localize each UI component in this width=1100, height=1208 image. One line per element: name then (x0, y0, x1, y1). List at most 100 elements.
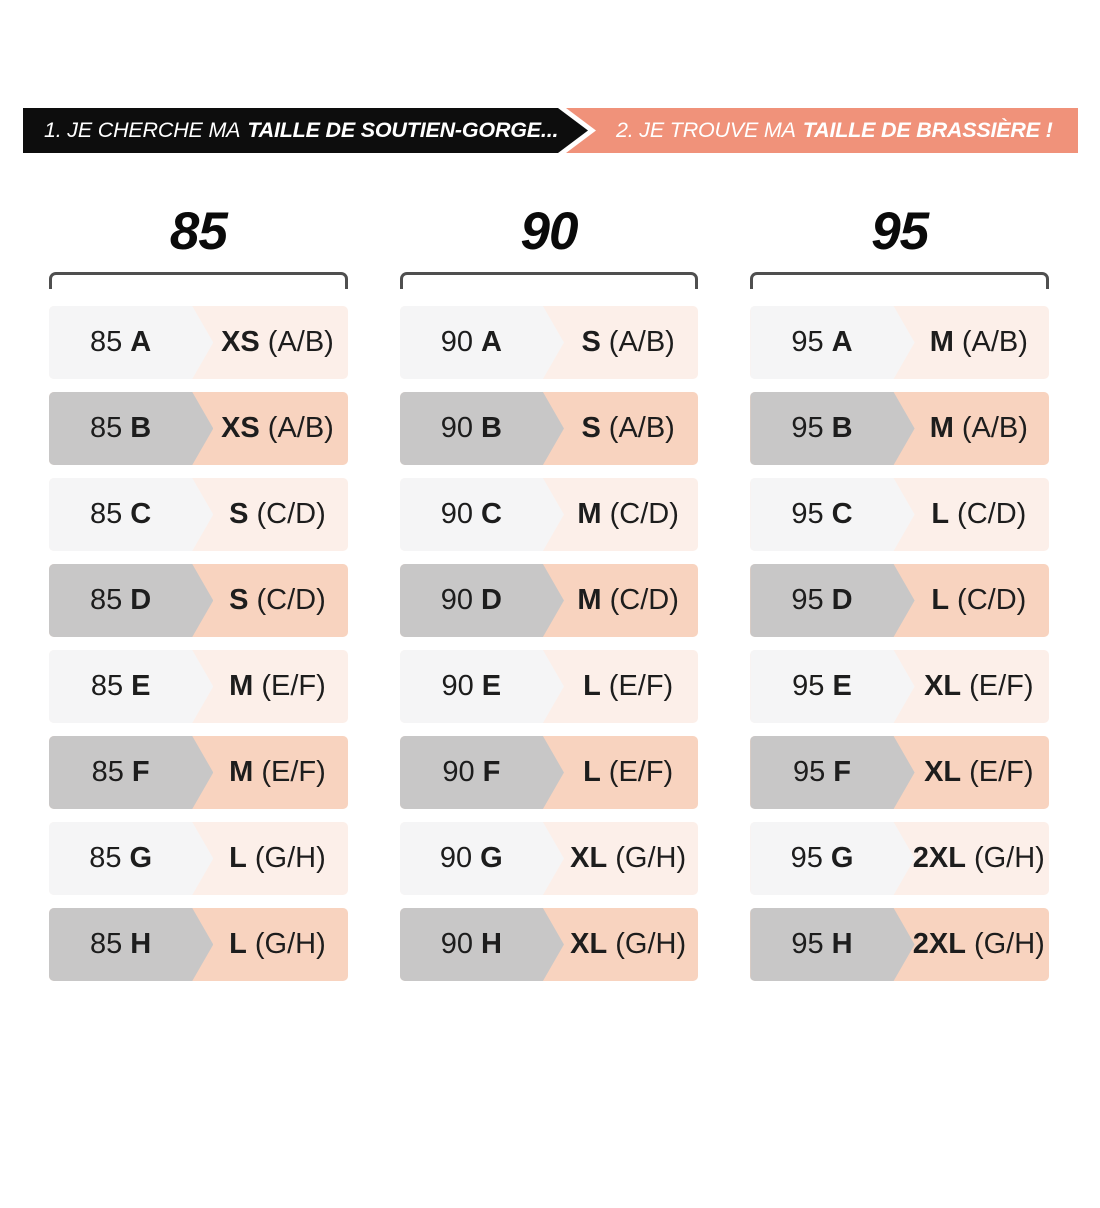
size-row-85E: M (E/F) 85 E (49, 650, 348, 723)
bralette-size-value: XL (924, 670, 962, 702)
bralette-size-label: L (G/H) (207, 908, 347, 981)
bra-band-value: 90 (440, 584, 473, 616)
bra-size-label: 95 H (750, 908, 914, 981)
bra-band-value: 90 (442, 756, 475, 788)
size-row-95H: 2XL (G/H) 95 H (750, 908, 1050, 981)
bralette-size-label: S (A/B) (558, 306, 698, 379)
bralette-cup-range: (C/D) (609, 584, 679, 616)
bralette-size-label: 2XL (G/H) (909, 908, 1049, 981)
bralette-size-label: L (C/D) (909, 478, 1049, 551)
bralette-size-value: L (229, 842, 247, 874)
size-row-85G: L (G/H) 85 G (49, 822, 348, 895)
size-row-95F: XL (E/F) 95 F (750, 736, 1050, 809)
bra-cup-value: E (131, 670, 151, 702)
bra-cup-value: C (831, 498, 853, 530)
bralette-size-value: XL (570, 928, 608, 960)
column-rows: S (A/B) 90 A S (A/B) 90 B M (C/D) 90 C M (C/D) … (399, 306, 699, 981)
bra-band-value: 85 (89, 842, 122, 874)
bralette-cup-range: (C/D) (957, 498, 1027, 530)
size-row-95G: 2XL (G/H) 95 G (750, 822, 1050, 895)
bra-cup-value: A (831, 326, 853, 358)
bra-band-value: 90 (439, 842, 473, 874)
size-columns: 85 XS (A/B) 85 A XS (A/B) 85 B S (C/D) 85 C S(… (49, 205, 1050, 981)
bra-size-label: 95 A (750, 306, 914, 379)
bra-size-label: 85 G (49, 822, 213, 895)
bra-band-value: 85 (90, 326, 123, 358)
step2-banner: 2. JE TROUVE MA TAILLE DE BRASSIÈRE ! (566, 108, 1078, 153)
bra-band-value: 85 (90, 670, 124, 702)
step2-highlight: TAILLE DE BRASSIÈRE ! (802, 118, 1053, 142)
size-row-95C: L (C/D) 95 C (750, 478, 1050, 551)
bralette-cup-range: (G/H) (615, 928, 687, 960)
step1-highlight: TAILLE DE SOUTIEN-GORGE... (247, 118, 559, 142)
bralette-cup-range: (G/H) (615, 842, 687, 874)
bralette-cup-range: (A/B) (961, 326, 1028, 358)
bralette-cup-range: (A/B) (267, 326, 334, 358)
bra-band-value: 85 (90, 584, 123, 616)
bra-size-label: 95 G (750, 822, 914, 895)
bralette-size-value: L (583, 670, 601, 702)
size-row-90C: M (C/D) 90 C (399, 478, 699, 551)
bra-cup-value: H (831, 928, 853, 960)
bralette-cup-range: (G/H) (254, 842, 326, 874)
size-row-85C: S (C/D) 85 C (49, 478, 348, 551)
steps-banner: 1. JE CHERCHE MA TAILLE DE SOUTIEN-GORGE.… (23, 108, 1078, 153)
bralette-cup-range: (E/F) (969, 670, 1034, 702)
bra-cup-value: F (833, 756, 851, 788)
bralette-size-value: XL (570, 842, 608, 874)
bralette-size-value: XL (924, 756, 962, 788)
bra-size-label: 85 D (49, 564, 213, 637)
bralette-cup-range: (G/H) (973, 842, 1045, 874)
bra-size-label: 90 D (400, 564, 564, 637)
bralette-cup-range: (E/F) (261, 756, 326, 788)
bra-cup-value: C (130, 498, 152, 530)
bra-cup-value: G (129, 842, 153, 874)
size-row-90E: L (E/F) 90 E (399, 650, 699, 723)
bra-cup-value: G (830, 842, 854, 874)
step2-prefix: 2. JE TROUVE MA (616, 118, 796, 142)
bralette-size-value: L (931, 584, 950, 616)
bra-size-label: 90 E (400, 650, 564, 723)
bralette-size-value: M (229, 670, 254, 702)
bra-band-value: 95 (791, 584, 824, 616)
bra-band-value: 90 (440, 326, 473, 358)
bralette-cup-range: (E/F) (261, 670, 326, 702)
bra-band-value: 85 (90, 928, 123, 960)
bra-size-label: 85 A (49, 306, 213, 379)
size-row-95A: M (A/B) 95 A (750, 306, 1050, 379)
bralette-size-value: M (929, 326, 954, 358)
bralette-size-label: XL (E/F) (909, 650, 1049, 723)
bralette-size-label: M (A/B) (909, 392, 1049, 465)
bralette-cup-range: (C/D) (256, 498, 326, 530)
bralette-size-label: M (C/D) (558, 478, 698, 551)
bra-size-label: 95 B (750, 392, 914, 465)
bra-band-value: 95 (790, 842, 823, 874)
bra-cup-value: G (480, 842, 503, 874)
bralette-size-label: M (E/F) (207, 736, 347, 809)
size-row-95D: L (C/D) 95 D (750, 564, 1050, 637)
size-row-90B: S (A/B) 90 B (399, 392, 699, 465)
size-row-85D: S (C/D) 85 D (49, 564, 348, 637)
bra-size-label: 85 F (49, 736, 213, 809)
bra-size-label: 90 A (400, 306, 564, 379)
bra-size-label: 85 H (49, 908, 213, 981)
step1-banner: 1. JE CHERCHE MA TAILLE DE SOUTIEN-GORGE.… (23, 108, 588, 153)
bralette-size-value: S (229, 584, 249, 616)
bra-size-label: 90 C (400, 478, 564, 551)
bra-cup-value: B (130, 412, 152, 444)
bra-band-value: 85 (91, 756, 124, 788)
bra-size-label: 95 F (750, 736, 914, 809)
bra-band-value: 90 (440, 412, 473, 444)
bralette-cup-range: (C/D) (957, 584, 1027, 616)
bralette-size-label: S (A/B) (558, 392, 698, 465)
bra-size-label: 85 C (49, 478, 213, 551)
bra-band-value: 85 (90, 498, 123, 530)
bra-cup-value: H (480, 928, 502, 960)
bralette-size-label: L (E/F) (558, 650, 698, 723)
bra-band-value: 95 (791, 928, 824, 960)
bralette-size-label: XL (G/H) (558, 908, 698, 981)
bra-size-label: 85 E (49, 650, 213, 723)
bralette-size-value: M (929, 412, 954, 444)
bralette-size-value: 2XL (912, 842, 966, 874)
bralette-size-value: M (577, 498, 602, 530)
